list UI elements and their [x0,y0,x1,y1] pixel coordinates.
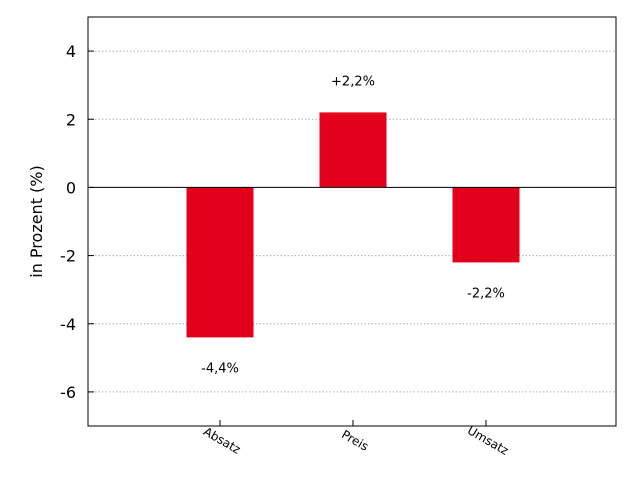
plot-frame [87,16,617,427]
x-tick-label: Umsatz [465,423,511,458]
data-label: +2,2% [331,74,375,89]
y-tick-label: 2 [66,110,76,129]
y-tick-label: -2 [60,247,76,266]
data-label: -4,4% [201,361,239,376]
y-tick-label: -6 [60,383,76,402]
y-axis-title: in Prozent (%) [27,165,46,277]
y-tick-label: -4 [60,315,76,334]
bar [186,187,254,338]
bars [186,112,520,338]
data-labels: -4,4% +2,2% -2,2% [201,74,505,376]
bar [452,187,520,263]
y-axis-ticks: 4 2 0 -2 -4 -6 [60,42,94,402]
x-tick-label: Absatz [201,424,243,456]
y-tick-label: 0 [66,178,76,197]
y-tick-label: 4 [66,42,76,61]
data-label: -2,2% [467,286,505,301]
grid-lines [88,50,616,393]
bar [319,112,387,188]
x-tick-label: Preis [339,427,371,453]
